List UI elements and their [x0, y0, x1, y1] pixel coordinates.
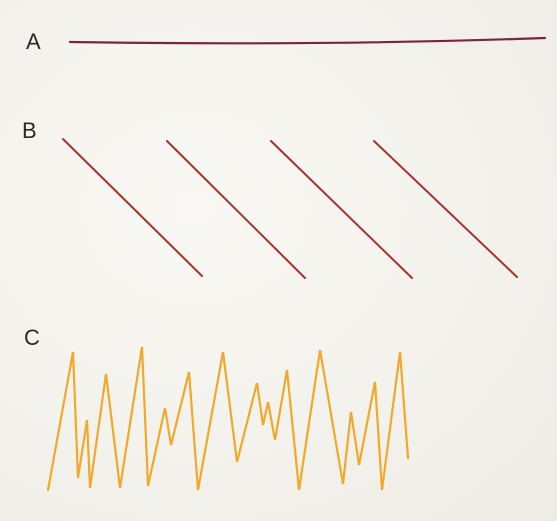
panel-label-c: C	[24, 325, 40, 350]
panel-c-zigzag	[46, 346, 410, 492]
panel-b-line-2	[166, 140, 306, 279]
panel-b-line-3	[270, 140, 413, 279]
panel-b-line-4	[373, 140, 518, 278]
panel-a-line	[68, 36, 547, 45]
panel-b-line-1	[62, 138, 203, 277]
panel-b-lines	[62, 138, 518, 279]
panel-label-b: B	[22, 118, 37, 143]
panel-label-a: A	[26, 29, 41, 54]
